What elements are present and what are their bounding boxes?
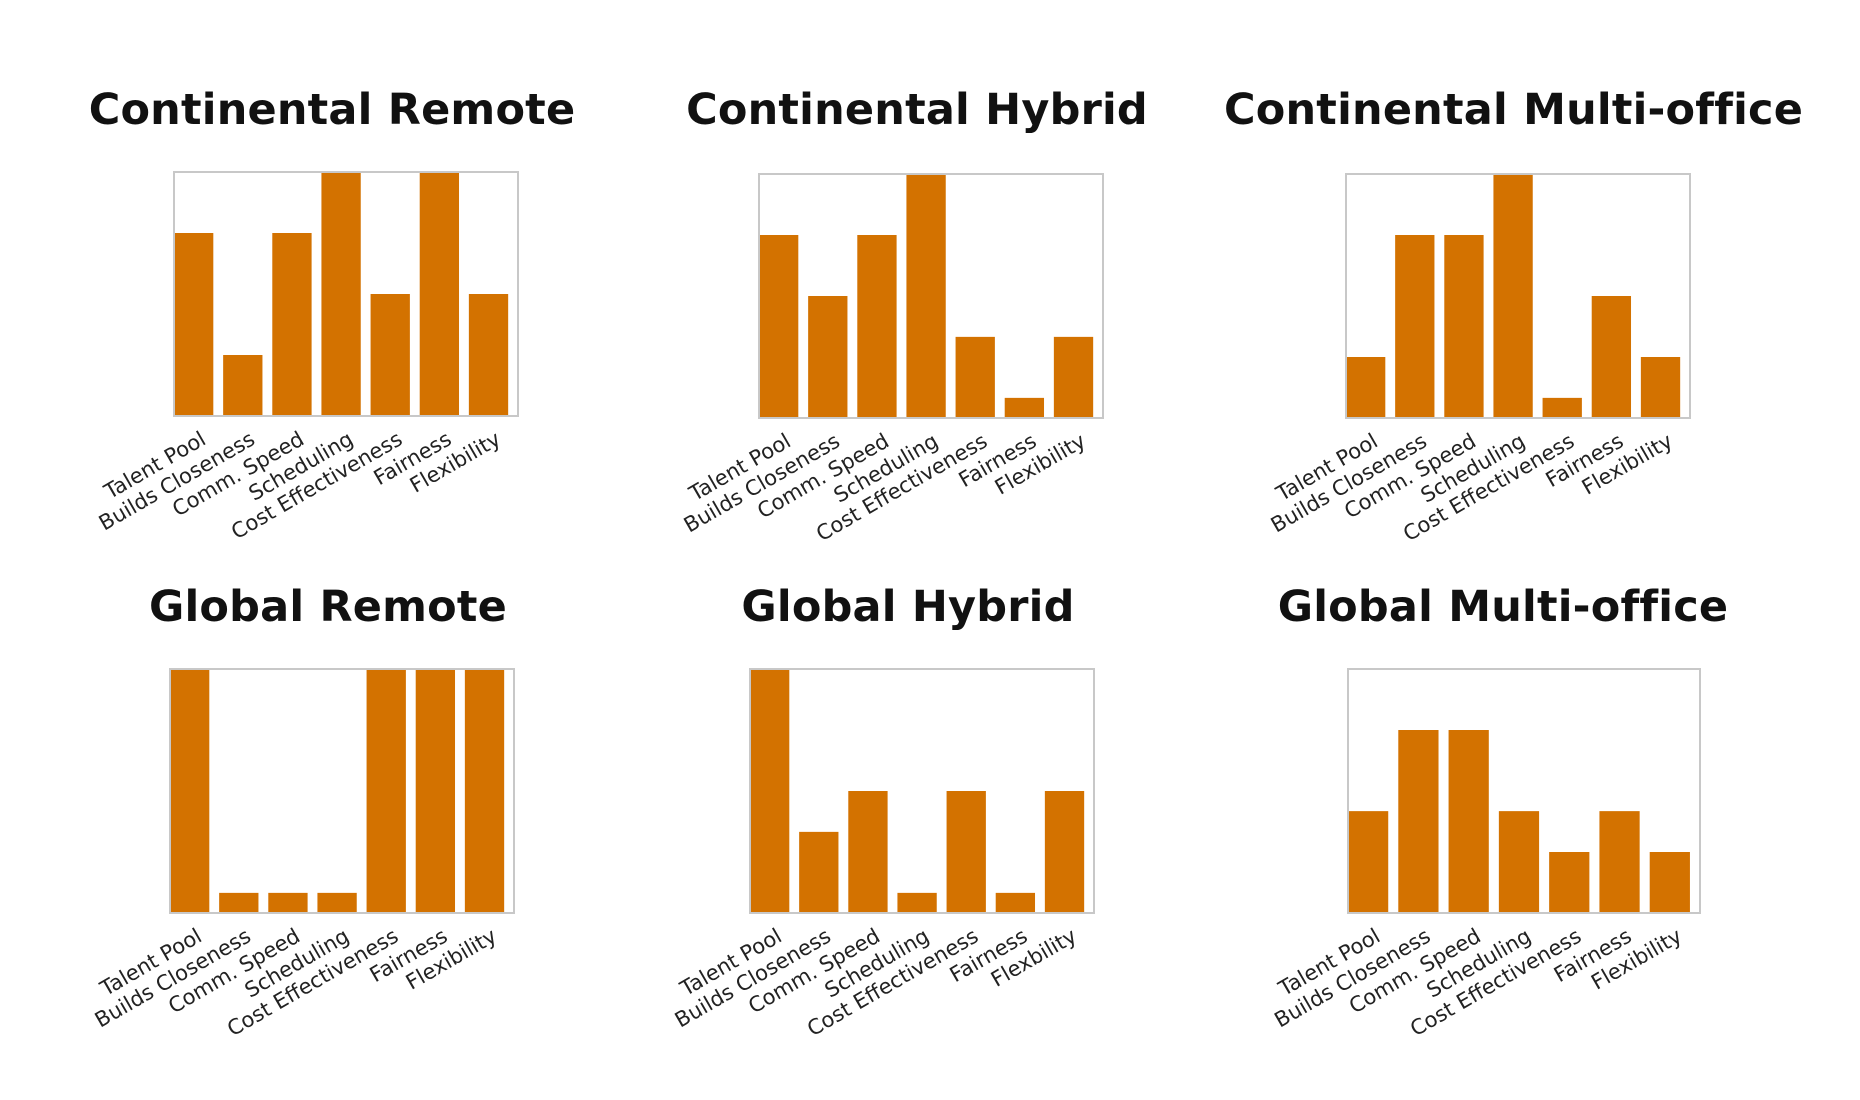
plot-frame bbox=[749, 668, 1095, 914]
bar bbox=[170, 669, 210, 913]
bar bbox=[1493, 174, 1533, 418]
plot-frame bbox=[758, 173, 1104, 419]
bar bbox=[419, 172, 460, 416]
bar bbox=[174, 233, 214, 416]
bar bbox=[1053, 336, 1094, 418]
bar bbox=[1649, 852, 1690, 913]
chart-panel: Continental Multi-office Talent Pool Build… bbox=[1224, 80, 1803, 570]
plot-frame bbox=[173, 171, 519, 417]
bar bbox=[1346, 357, 1386, 418]
chart-title: Global Remote bbox=[148, 582, 508, 632]
bar bbox=[223, 355, 263, 416]
bar bbox=[1398, 730, 1439, 913]
bar bbox=[897, 892, 937, 913]
bar bbox=[799, 831, 839, 913]
bar bbox=[946, 791, 986, 913]
plot-frame bbox=[169, 668, 515, 914]
bar bbox=[268, 892, 308, 913]
bar bbox=[906, 174, 946, 418]
bar bbox=[1004, 397, 1045, 418]
bar bbox=[1348, 811, 1389, 913]
chart-title: Global Hybrid bbox=[741, 582, 1075, 632]
plot-frame bbox=[1345, 173, 1691, 419]
bar bbox=[1599, 811, 1640, 913]
bar bbox=[321, 172, 361, 416]
bar bbox=[1549, 852, 1590, 913]
bar bbox=[1640, 357, 1681, 418]
chart-title: Continental Multi-office bbox=[1224, 85, 1804, 135]
bar bbox=[272, 233, 312, 416]
chart-panel: Continental Hybrid Talent Pool Builds Clos… bbox=[645, 80, 1205, 570]
bar bbox=[1444, 235, 1484, 418]
bar bbox=[464, 669, 505, 913]
bar bbox=[808, 296, 848, 418]
chart-panel: Global Remote Talent Pool Builds Closeness… bbox=[60, 577, 620, 1067]
bar bbox=[468, 294, 509, 416]
chart-title: Continental Remote bbox=[88, 85, 576, 135]
bar bbox=[1542, 397, 1582, 418]
chart-panel: Continental Remote Talent Pool Builds Clos… bbox=[60, 80, 620, 570]
bar bbox=[415, 669, 456, 913]
bar bbox=[219, 892, 259, 913]
bar bbox=[848, 791, 888, 913]
chart-panel: Global Multi-office Talent Pool Builds Clo… bbox=[1232, 577, 1792, 1067]
bar bbox=[750, 669, 790, 913]
bar bbox=[317, 892, 357, 913]
bar bbox=[995, 892, 1036, 913]
bar bbox=[857, 235, 897, 418]
bar bbox=[759, 235, 799, 418]
bar bbox=[370, 294, 410, 416]
bar bbox=[1498, 811, 1540, 913]
bar bbox=[1591, 296, 1632, 418]
bar bbox=[1044, 791, 1085, 913]
bar bbox=[1395, 235, 1435, 418]
chart-panel: Global Hybrid Talent Pool Builds Closeness… bbox=[640, 577, 1200, 1067]
plot-frame bbox=[1347, 668, 1701, 914]
bar bbox=[955, 336, 995, 418]
chart-title: Global Multi-office bbox=[1277, 582, 1729, 632]
bar bbox=[1448, 730, 1489, 913]
bar bbox=[366, 669, 406, 913]
chart-title: Continental Hybrid bbox=[686, 85, 1148, 135]
